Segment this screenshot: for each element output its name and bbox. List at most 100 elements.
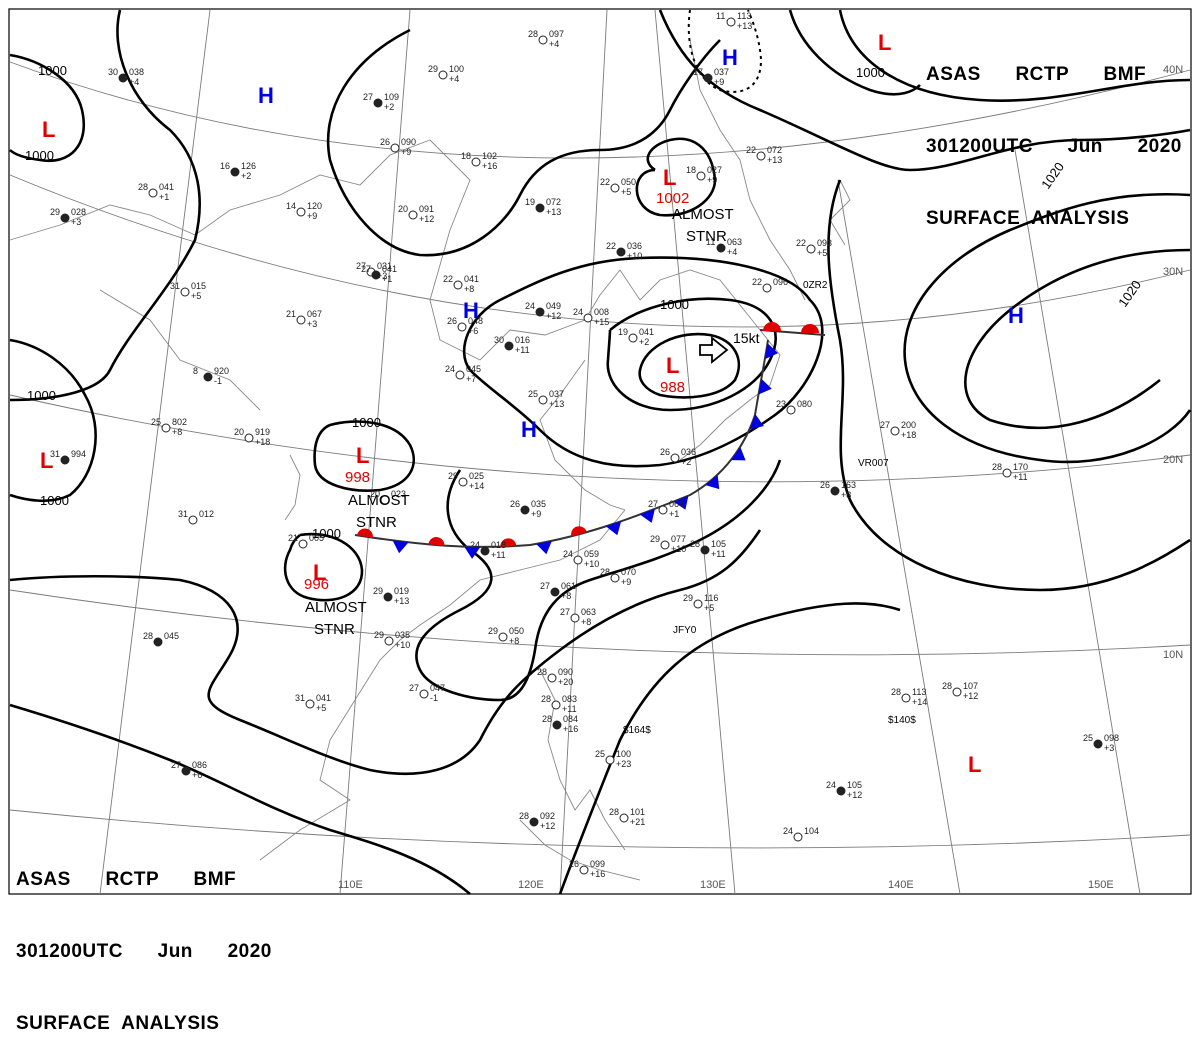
station-pressure: 047 — [430, 683, 445, 693]
isobar-southeast — [558, 602, 901, 895]
station-cloud-cover-icon — [1093, 739, 1103, 749]
parallel-0n — [9, 809, 1191, 849]
station-cloud-cover-icon — [480, 546, 490, 556]
station-pressure-tendency: +12 — [540, 821, 555, 831]
station-temperature: 22 — [606, 241, 616, 251]
station-pressure: 100 — [616, 749, 631, 759]
annotation-line: ALMOST — [348, 492, 410, 509]
station-temperature: 30 — [494, 335, 504, 345]
station-temperature: 22 — [600, 177, 610, 187]
station-temperature: 31 — [178, 509, 188, 519]
station-pressure-tendency: +23 — [616, 759, 631, 769]
station-plot: 16 126+2 — [220, 161, 256, 181]
low-center-pressure: 996 — [304, 576, 329, 593]
station-cloud-cover-icon — [696, 171, 706, 181]
header-title-line: SURFACE ANALYSIS — [926, 208, 1130, 229]
latitude-label: 40N — [1163, 64, 1183, 76]
station-plot: 27 063+8 — [560, 607, 596, 627]
isobar-1020-north — [658, 9, 1191, 172]
graticule-labels: 110E 120E 130E 140E 150E 40N 30N 20N 10N — [338, 64, 1183, 891]
station-cloud-cover-icon — [296, 315, 306, 325]
isobar-1020-inner — [964, 248, 1191, 430]
warm-front-semicircle — [801, 324, 819, 333]
station-cloud-cover-icon — [298, 539, 308, 549]
isobar-label: 1000 — [312, 526, 341, 541]
station-pressure: 919 — [255, 427, 270, 437]
station-cloud-cover-icon — [181, 766, 191, 776]
station-temperature: 20 — [398, 204, 408, 214]
station-pressure: 090 — [401, 137, 416, 147]
station-temperature: 29 — [50, 207, 60, 217]
station-temperature: 11 — [716, 11, 725, 21]
station-plot: 29 035+10 — [374, 630, 410, 650]
low-center-symbol: L — [968, 752, 981, 777]
low-center-symbol: L — [313, 560, 326, 585]
station-temperature: 26 — [660, 447, 670, 457]
isobar-988-ring2 — [606, 297, 777, 412]
station-temperature: 27 — [171, 760, 181, 770]
station-pressure: 031 — [377, 261, 392, 271]
station-temperature: 28 — [891, 687, 901, 697]
warm-front-semicircle — [500, 538, 517, 547]
station-temperature: 24 — [470, 540, 480, 550]
station-pressure-tendency: -1 — [430, 693, 438, 703]
station-cloud-cover-icon — [380, 495, 390, 505]
station-pressure: 012 — [199, 509, 214, 519]
station-plot: 30 038+4 — [108, 67, 144, 87]
station-temperature: 30 — [108, 67, 118, 77]
station-pressure-tendency: +9 — [531, 509, 541, 519]
station-cloud-cover-icon — [786, 405, 796, 415]
station-cloud-cover-icon — [305, 699, 315, 709]
longitude-label: 130E — [700, 879, 726, 891]
meridian-140e — [837, 179, 961, 895]
station-cloud-cover-icon — [693, 599, 703, 609]
station-plot: 29 019+13 — [373, 586, 409, 606]
station-plot: 24 045+7 — [445, 364, 481, 384]
station-cloud-cover-icon — [438, 70, 448, 80]
warm-front-semicircle — [571, 526, 587, 537]
station-pressure: 018 — [491, 540, 506, 550]
station-plot: 21 005 — [288, 533, 324, 549]
station-cloud-cover-icon — [538, 395, 548, 405]
map-frame — [8, 8, 1192, 895]
station-pressure-tendency: +14 — [469, 481, 484, 491]
station-pressure-tendency: +5 — [316, 703, 326, 713]
station-pressure-tendency: +11 — [562, 704, 577, 714]
station-cloud-cover-icon — [471, 157, 481, 167]
station-pressure: 028 — [71, 207, 86, 217]
station-cloud-cover-icon — [552, 720, 562, 730]
warm-front-semicircle — [428, 537, 445, 546]
station-pressure-tendency: +2 — [639, 337, 649, 347]
footer-title-block: ASAS RCTP BMF 301200UTC Jun 2020 SURFACE… — [16, 820, 272, 1060]
station-pressure: 045 — [164, 631, 179, 641]
station-plot: 27 064+1 — [648, 499, 684, 519]
station-pressure: 041 — [639, 327, 654, 337]
isobar-south-far — [9, 703, 471, 895]
station-temperature: 28 — [541, 694, 551, 704]
station-temperature: 23 — [776, 399, 786, 409]
low-center-pressure: 988 — [660, 379, 685, 396]
station-pressure-tendency: +12 — [546, 311, 561, 321]
station-plot: 29 077+10 — [650, 534, 686, 554]
station-cloud-cover-icon — [616, 247, 626, 257]
cold-front-triangle — [758, 378, 772, 395]
station-pressure: 061 — [561, 581, 576, 591]
header-title-line: 301200UTC Jun 2020 — [926, 136, 1182, 157]
motion-arrow-icon — [699, 336, 729, 364]
station-temperature: 29 — [683, 593, 693, 603]
station-plot: 18 102+16 — [461, 151, 497, 171]
low-center-symbol: L — [356, 443, 369, 468]
station-plot: 28 092+12 — [519, 811, 555, 831]
station-cloud-cover-icon — [498, 632, 508, 642]
station-pressure: 072 — [546, 197, 561, 207]
station-plot: 24 059+10 — [563, 549, 599, 569]
station-pressure-tendency: +9 — [714, 77, 724, 87]
station-pressure: 091 — [419, 204, 434, 214]
station-pressure: 048 — [468, 316, 483, 326]
station-pressure: 101 — [630, 807, 645, 817]
station-plot: 22 093+5 — [796, 238, 832, 258]
station-cloud-cover-icon — [1002, 468, 1012, 478]
station-plot: 22 096 — [752, 277, 788, 293]
station-pressure: 093 — [817, 238, 832, 248]
station-plot: 28 083+11 — [541, 694, 577, 714]
